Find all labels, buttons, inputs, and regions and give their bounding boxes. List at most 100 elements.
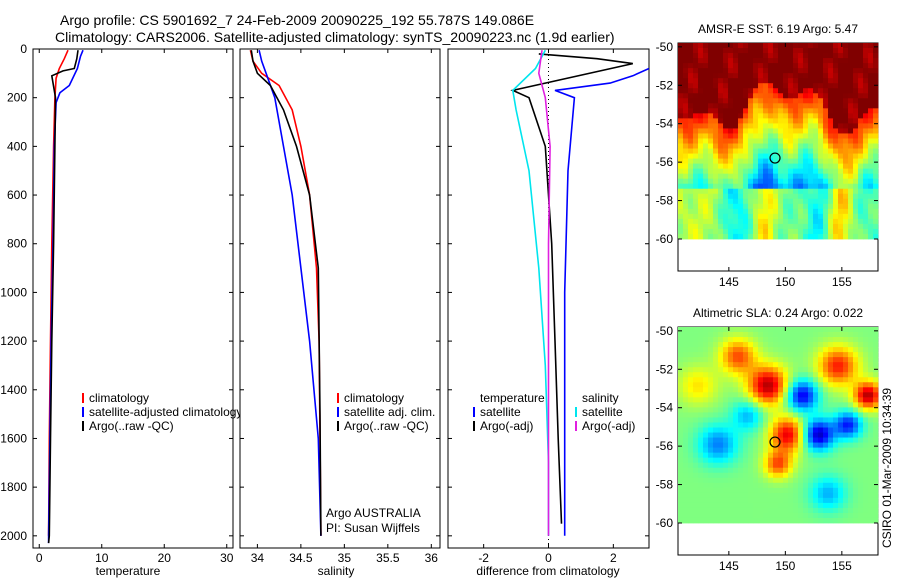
map-cell bbox=[808, 158, 814, 165]
map-cell bbox=[768, 467, 774, 474]
map-cell bbox=[738, 93, 744, 99]
map-cell bbox=[843, 43, 849, 49]
map-cell bbox=[733, 63, 739, 69]
map-cell bbox=[703, 492, 709, 499]
map-cell bbox=[683, 208, 689, 215]
map-cell bbox=[783, 133, 789, 139]
map-cell bbox=[813, 367, 819, 373]
map-cell bbox=[818, 397, 824, 403]
map-cell bbox=[848, 43, 854, 49]
map-cell bbox=[838, 332, 844, 338]
map-cell bbox=[718, 53, 724, 59]
map-cell bbox=[828, 457, 834, 464]
map-cell bbox=[863, 427, 869, 433]
map-cell bbox=[713, 407, 719, 413]
map-cell bbox=[803, 462, 809, 469]
map-cell bbox=[833, 512, 839, 519]
map-cell bbox=[818, 352, 824, 358]
map-cell bbox=[773, 73, 779, 79]
map-cell bbox=[768, 447, 774, 454]
map-cell bbox=[803, 218, 809, 225]
map-cell bbox=[853, 412, 859, 418]
map-cell bbox=[868, 367, 874, 373]
map-cell bbox=[848, 377, 854, 383]
map-cell bbox=[848, 213, 854, 220]
map-cell bbox=[818, 58, 824, 64]
map-cell bbox=[743, 447, 749, 454]
map-cell bbox=[848, 78, 854, 84]
map-cell bbox=[743, 342, 749, 348]
map-cell bbox=[838, 123, 844, 129]
map-cell bbox=[863, 447, 869, 454]
map-cell bbox=[873, 382, 879, 388]
map-cell bbox=[768, 507, 774, 514]
map-cell bbox=[793, 462, 799, 469]
map-cell bbox=[753, 68, 759, 74]
map-cell bbox=[818, 108, 824, 114]
map-cell bbox=[818, 472, 824, 479]
map-cell bbox=[818, 118, 824, 124]
map-cell bbox=[748, 43, 754, 49]
map-cell bbox=[698, 417, 704, 423]
map-cell bbox=[813, 148, 819, 154]
map-cell bbox=[848, 372, 854, 378]
map-cell bbox=[853, 452, 859, 459]
map-y-tick-label: -58 bbox=[656, 194, 674, 208]
map-cell bbox=[868, 178, 874, 185]
map-cell bbox=[703, 208, 709, 215]
map-cell bbox=[818, 412, 824, 418]
map-cell bbox=[693, 58, 699, 64]
map-cell bbox=[803, 198, 809, 205]
map-cell bbox=[833, 73, 839, 79]
map-cell bbox=[873, 462, 879, 469]
map-cell bbox=[788, 108, 794, 114]
map-cell bbox=[823, 492, 829, 499]
legend-label: satellite bbox=[480, 405, 521, 419]
y-tick-label: 2000 bbox=[0, 529, 27, 543]
map-cell bbox=[773, 342, 779, 348]
map-cell bbox=[728, 203, 734, 210]
map-cell bbox=[763, 183, 769, 190]
map-cell bbox=[863, 487, 869, 494]
map-cell bbox=[798, 218, 804, 225]
map-cell bbox=[758, 193, 764, 200]
map-cell bbox=[803, 43, 809, 49]
map-cell bbox=[873, 497, 879, 504]
map-cell bbox=[783, 467, 789, 474]
map-cell bbox=[818, 492, 824, 499]
map-cell bbox=[873, 228, 879, 235]
map-cell bbox=[723, 203, 729, 210]
map-cell bbox=[758, 48, 764, 54]
map-cell bbox=[838, 367, 844, 373]
legend-label: Argo(..raw -QC) bbox=[344, 419, 429, 433]
map-cell bbox=[853, 427, 859, 433]
map-cell bbox=[683, 88, 689, 94]
map-cell bbox=[833, 417, 839, 423]
x-tick-label: 0 bbox=[545, 551, 552, 565]
map-cell bbox=[863, 233, 869, 240]
map-cell bbox=[808, 492, 814, 499]
map-cell bbox=[868, 352, 874, 358]
map-cell bbox=[708, 168, 714, 175]
map-cell bbox=[763, 442, 769, 449]
map-cell bbox=[758, 88, 764, 94]
map-cell bbox=[713, 183, 719, 190]
map-cell bbox=[853, 173, 859, 180]
map-cell bbox=[813, 467, 819, 474]
map-cell bbox=[873, 93, 879, 99]
map-cell bbox=[703, 412, 709, 418]
map-cell bbox=[738, 377, 744, 383]
difference-xlabel: difference from climatology bbox=[476, 564, 619, 578]
map-cell bbox=[858, 68, 864, 74]
map-cell bbox=[843, 382, 849, 388]
map-cell bbox=[853, 203, 859, 210]
map-cell bbox=[733, 482, 739, 489]
map-cell bbox=[833, 437, 839, 443]
map-cell bbox=[718, 347, 724, 353]
map-cell bbox=[713, 103, 719, 109]
map-cell bbox=[833, 382, 839, 388]
map-cell bbox=[758, 183, 764, 190]
map-cell bbox=[733, 377, 739, 383]
map-cell bbox=[733, 392, 739, 398]
map-cell bbox=[738, 357, 744, 363]
